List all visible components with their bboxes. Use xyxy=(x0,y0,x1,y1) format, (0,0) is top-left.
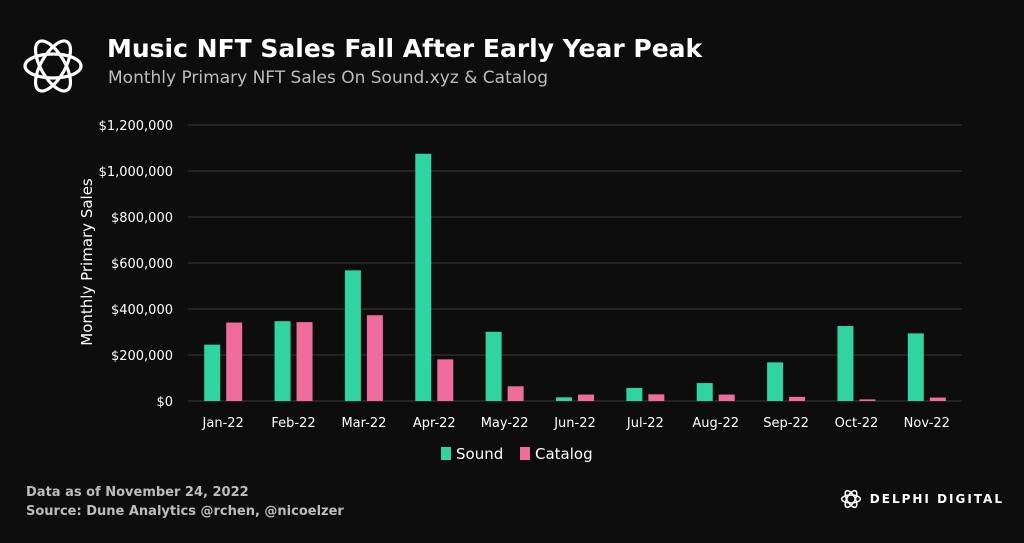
bar-catalog-oct-22 xyxy=(859,399,876,401)
legend-swatch-sound xyxy=(441,447,451,460)
x-tick-label: Sep-22 xyxy=(763,416,809,431)
legend-label-catalog: Catalog xyxy=(535,445,593,463)
source-note: Source: Dune Analytics @rchen, @nicoelze… xyxy=(26,504,344,519)
legend: Sound Catalog xyxy=(441,445,593,463)
y-tick-label: $800,000 xyxy=(111,211,173,226)
footer-notes: Data as of November 24, 2022 Source: Dun… xyxy=(26,483,344,521)
bar-catalog-jun-22 xyxy=(578,394,594,401)
bar-catalog-apr-22 xyxy=(437,359,454,401)
bar-sound-sep-22 xyxy=(767,362,784,401)
brand-logo-icon xyxy=(840,489,861,509)
x-tick-label: Oct-22 xyxy=(835,416,879,431)
y-tick-label: $600,000 xyxy=(111,257,173,272)
x-tick-label: May-22 xyxy=(481,416,529,431)
grid-lines xyxy=(188,124,962,402)
bar-sound-jul-22 xyxy=(626,387,643,401)
y-axis-ticks: $0 $200,000 $400,000 $600,000 $800,000 $1,000… xyxy=(99,119,173,410)
x-tick-label: Aug-22 xyxy=(692,416,739,431)
y-tick-label: $1,000,000 xyxy=(99,165,173,180)
bar-sound-jan-22 xyxy=(204,344,221,401)
bar-sound-mar-22 xyxy=(344,270,361,401)
bar-catalog-mar-22 xyxy=(366,315,383,401)
bar-sound-feb-22 xyxy=(274,321,291,401)
bar-sound-apr-22 xyxy=(415,153,432,401)
bar-sound-oct-22 xyxy=(837,326,854,401)
brand-name: DELPHI DIGITAL xyxy=(869,492,1004,506)
bar-catalog-may-22 xyxy=(507,386,524,401)
y-tick-label: $1,200,000 xyxy=(99,119,173,134)
x-tick-label: Nov-22 xyxy=(904,416,950,431)
knot-logo-icon xyxy=(23,39,83,93)
legend-label-sound: Sound xyxy=(456,445,503,463)
x-tick-label: Feb-22 xyxy=(271,416,315,431)
x-tick-label: Jan-22 xyxy=(202,416,244,431)
bars xyxy=(204,153,946,401)
bar-catalog-jul-22 xyxy=(648,394,665,401)
x-tick-label: Mar-22 xyxy=(341,416,386,431)
y-tick-label: $400,000 xyxy=(111,303,173,318)
bar-sound-nov-22 xyxy=(907,333,924,401)
chart-title: Music NFT Sales Fall After Early Year Pe… xyxy=(107,34,703,63)
x-tick-label: Apr-22 xyxy=(413,416,456,431)
y-tick-label: $200,000 xyxy=(111,349,173,364)
x-tick-label: Jul-22 xyxy=(626,416,664,431)
bar-catalog-feb-22 xyxy=(296,322,313,401)
bar-sound-jun-22 xyxy=(556,397,572,401)
bar-catalog-nov-22 xyxy=(929,397,946,401)
brand: DELPHI DIGITAL xyxy=(840,488,1004,510)
y-axis-label: Monthly Primary Sales xyxy=(78,178,96,346)
bar-catalog-jan-22 xyxy=(226,322,243,401)
chart-subtitle: Monthly Primary NFT Sales On Sound.xyz &… xyxy=(108,68,549,88)
bar-catalog-sep-22 xyxy=(789,396,806,401)
header: Music NFT Sales Fall After Early Year Pe… xyxy=(0,0,1024,110)
data-date-note: Data as of November 24, 2022 xyxy=(26,485,249,500)
x-axis-ticks: Jan-22 Feb-22 Mar-22 Apr-22 May-22 Jun-22 Jul-… xyxy=(202,416,950,431)
bar-sound-aug-22 xyxy=(696,383,713,401)
bar-sound-may-22 xyxy=(485,331,502,401)
bar-catalog-aug-22 xyxy=(718,394,735,401)
legend-swatch-catalog xyxy=(520,447,530,460)
x-tick-label: Jun-22 xyxy=(553,416,596,431)
y-tick-label: $0 xyxy=(156,395,173,410)
